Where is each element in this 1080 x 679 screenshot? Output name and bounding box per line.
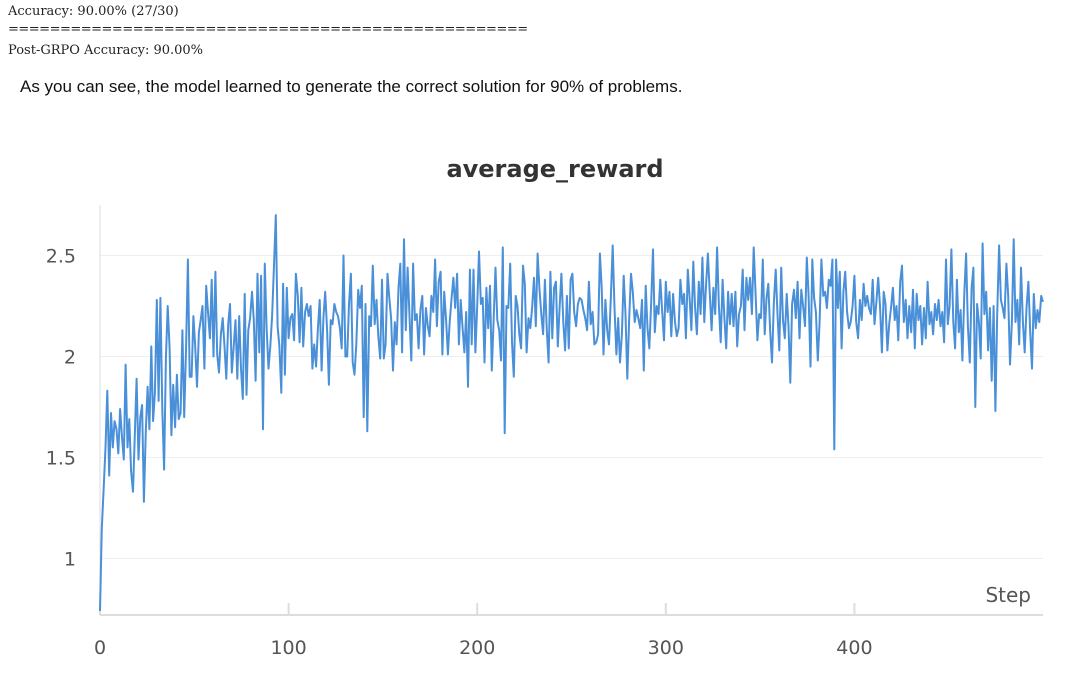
x-tick-label: 100: [270, 637, 306, 659]
x-tick-label: 400: [836, 637, 872, 659]
x-axis-label: Step: [985, 583, 1031, 607]
average-reward-chart: average_reward 1 1.5 2 2.5 0 100 200 300 400 St…: [46, 155, 1044, 659]
console-post-grpo-line: Post-GRPO Accuracy: 90.00%: [8, 43, 204, 58]
y-tick-label: 2: [64, 346, 76, 368]
chart-title: average_reward: [446, 155, 663, 183]
series-line-average-reward: [99, 214, 1044, 612]
y-axis-ticks: 1 1.5 2 2.5: [46, 245, 76, 570]
chart-grid: [100, 254, 1043, 559]
chart-axes: [99, 205, 1043, 616]
y-tick-label: 1: [64, 548, 76, 570]
x-axis-ticks: 0 100 200 300 400: [94, 603, 873, 659]
x-tick-label: 0: [94, 637, 106, 659]
console-accuracy-line: Accuracy: 90.00% (27/30): [8, 4, 179, 19]
prose-paragraph: As you can see, the model learned to gen…: [20, 77, 683, 96]
y-tick-label: 1.5: [46, 447, 76, 469]
console-separator: ========================================…: [8, 22, 528, 37]
y-tick-label: 2.5: [46, 245, 76, 267]
x-tick-label: 300: [648, 637, 684, 659]
x-tick-label: 200: [459, 637, 495, 659]
